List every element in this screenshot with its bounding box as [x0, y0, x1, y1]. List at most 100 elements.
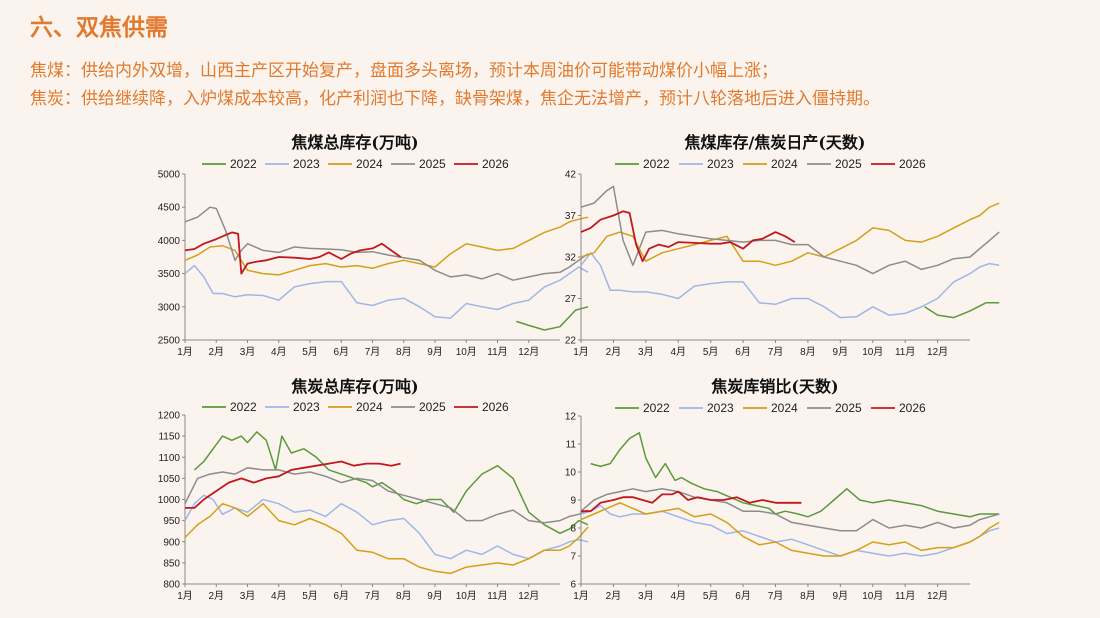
legend-label-2025: 2025 — [835, 157, 862, 171]
x-tick-label: 5月 — [302, 346, 318, 358]
x-tick-label: 12月 — [927, 590, 948, 602]
coke-summary: 焦炭：供给继续降，入炉煤成本较高，化产利润也下降，缺骨架煤，焦企无法增产，预计八… — [30, 89, 880, 109]
y-tick-label: 22 — [565, 336, 577, 347]
y-tick-label: 2500 — [158, 336, 181, 347]
series-line-2026 — [184, 231, 402, 275]
legend-label-2023: 2023 — [293, 400, 320, 414]
series-line-2022 — [590, 432, 1000, 518]
coking-coal-summary: 焦煤：供给内外双增，山西主产区开始复产，盘面多头离场，预计本周油价可能带动煤价小… — [30, 61, 778, 81]
legend-label-2025: 2025 — [419, 157, 446, 171]
legend-label-2026: 2026 — [482, 157, 509, 171]
x-tick-label: 2月 — [606, 346, 622, 358]
x-tick-label: 6月 — [735, 346, 751, 358]
x-tick-label: 1月 — [177, 590, 193, 602]
y-tick-label: 1000 — [158, 495, 181, 506]
series-line-2025 — [580, 488, 1000, 532]
legend-label-2023: 2023 — [707, 401, 734, 415]
x-tick-label: 11月 — [487, 590, 507, 602]
series-line-2023 — [184, 264, 589, 319]
x-tick-label: 9月 — [833, 346, 849, 358]
x-tick-label: 6月 — [333, 346, 349, 358]
x-tick-label: 4月 — [271, 346, 287, 358]
series-line-2024 — [184, 502, 589, 575]
chart-title: 焦煤总库存(万吨) — [290, 133, 418, 152]
series-line-2026 — [580, 210, 796, 263]
legend-label-2025: 2025 — [835, 401, 862, 415]
legend-label-2022: 2022 — [230, 157, 257, 171]
x-tick-label: 8月 — [800, 590, 816, 602]
chart-coke-total-inventory: 焦炭总库存(万吨)2022 2023 2024 2025 202680085090095… — [158, 377, 589, 602]
x-tick-label: 8月 — [396, 346, 412, 358]
y-tick-label: 5000 — [158, 170, 181, 181]
series-line-2024 — [580, 502, 1000, 557]
y-tick-label: 10 — [565, 468, 577, 479]
y-tick-label: 1050 — [158, 474, 181, 485]
legend-label-2023: 2023 — [293, 157, 320, 171]
x-tick-label: 2月 — [208, 346, 224, 358]
y-tick-label: 9 — [570, 496, 576, 507]
x-tick-label: 10月 — [456, 346, 477, 358]
x-tick-label: 1月 — [573, 590, 589, 602]
y-tick-label: 1200 — [158, 411, 181, 422]
y-tick-label: 950 — [163, 516, 180, 527]
legend-label-2024: 2024 — [356, 157, 383, 171]
x-tick-label: 10月 — [456, 590, 477, 602]
x-tick-label: 5月 — [703, 346, 719, 358]
x-tick-label: 9月 — [427, 346, 443, 358]
x-tick-label: 3月 — [240, 346, 256, 358]
x-tick-label: 8月 — [396, 590, 412, 602]
legend-label-2024: 2024 — [356, 400, 383, 414]
x-tick-label: 5月 — [302, 590, 318, 602]
y-tick-label: 4500 — [158, 203, 181, 214]
x-tick-label: 1月 — [573, 346, 589, 358]
x-tick-label: 4月 — [670, 346, 686, 358]
legend-label-2026: 2026 — [899, 401, 926, 415]
x-tick-label: 4月 — [670, 590, 686, 602]
x-tick-label: 3月 — [638, 346, 654, 358]
chart-title: 焦炭库销比(天数) — [710, 377, 838, 396]
x-tick-label: 12月 — [927, 346, 948, 358]
legend-label-2022: 2022 — [643, 157, 670, 171]
x-tick-label: 9月 — [833, 590, 849, 602]
chart-title: 焦炭总库存(万吨) — [290, 377, 418, 396]
series-line-2025 — [184, 206, 589, 281]
y-tick-label: 27 — [565, 294, 577, 305]
x-tick-label: 7月 — [768, 590, 784, 602]
x-tick-label: 7月 — [365, 346, 381, 358]
y-tick-label: 7 — [570, 552, 576, 563]
legend-label-2024: 2024 — [771, 401, 798, 415]
chart-coking-coal-total-inventory: 焦煤总库存(万吨) 2022 2023 2024 2025 2026 2500 3000 350… — [158, 133, 589, 358]
x-tick-label: 3月 — [638, 590, 654, 602]
series-line-2023 — [580, 252, 1000, 319]
series-line-2024 — [580, 202, 1000, 267]
x-tick-label: 11月 — [487, 346, 507, 358]
x-tick-label: 10月 — [862, 346, 883, 358]
series-line-2026 — [581, 490, 802, 513]
y-tick-label: 900 — [163, 537, 180, 548]
x-tick-label: 3月 — [240, 590, 256, 602]
y-tick-label: 37 — [565, 211, 577, 222]
x-tick-label: 12月 — [518, 590, 539, 602]
y-tick-label: 6 — [570, 580, 576, 591]
x-tick-label: 11月 — [895, 346, 915, 358]
series-line-2024 — [184, 216, 589, 276]
y-tick-label: 850 — [163, 558, 180, 569]
legend-label-2023: 2023 — [707, 157, 734, 171]
legend-label-2026: 2026 — [899, 157, 926, 171]
legend-label-2026: 2026 — [482, 400, 509, 414]
legend-label-2025: 2025 — [419, 400, 446, 414]
legend-label-2022: 2022 — [230, 400, 257, 414]
x-tick-label: 7月 — [365, 590, 381, 602]
y-tick-label: 32 — [565, 253, 577, 264]
y-tick-label: 3500 — [158, 269, 181, 280]
x-tick-label: 10月 — [862, 590, 883, 602]
x-tick-label: 6月 — [735, 590, 751, 602]
y-tick-label: 8 — [570, 524, 576, 535]
y-tick-label: 3000 — [158, 302, 181, 313]
y-tick-label: 11 — [566, 440, 577, 451]
x-tick-label: 4月 — [271, 590, 287, 602]
x-tick-label: 1月 — [177, 346, 193, 358]
series-line-2025 — [580, 185, 1000, 275]
y-tick-label: 12 — [565, 412, 577, 423]
page-title: 六、双焦供需 — [30, 15, 168, 41]
